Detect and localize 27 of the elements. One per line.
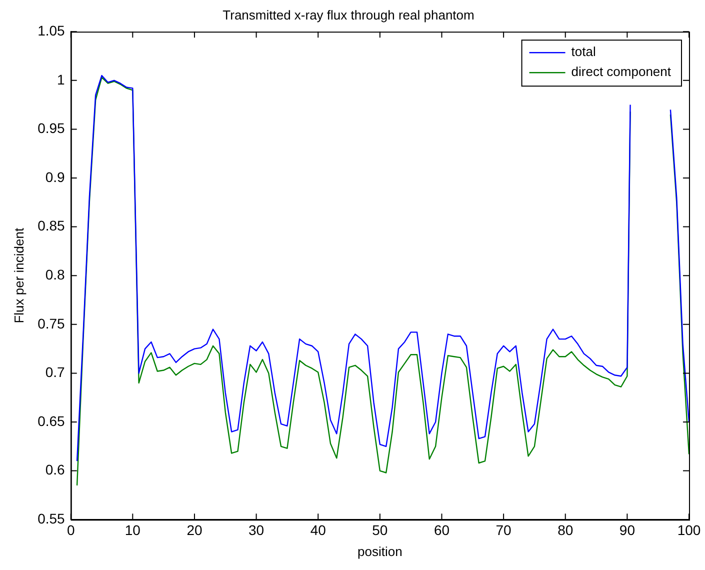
legend-label: total bbox=[571, 44, 596, 60]
y-tick-label: 0.8 bbox=[45, 266, 66, 282]
x-tick-label: 100 bbox=[677, 522, 701, 538]
y-tick-label: 0.7 bbox=[45, 364, 66, 380]
y-tick-label: 0.95 bbox=[38, 120, 66, 136]
y-tick-label: 0.9 bbox=[45, 168, 66, 185]
y-tick-label: 0.55 bbox=[38, 510, 66, 526]
legend-label: direct component bbox=[571, 64, 672, 80]
y-axis-title: Flux per incident bbox=[11, 228, 26, 324]
x-tick-label: 60 bbox=[434, 522, 450, 538]
y-tick-label: 0.6 bbox=[45, 462, 66, 478]
x-tick-label: 50 bbox=[372, 522, 388, 538]
y-tick-label: 0.85 bbox=[38, 218, 66, 234]
x-tick-label: 0 bbox=[66, 522, 75, 538]
y-tick-label: 0.65 bbox=[38, 412, 66, 429]
x-tick-label: 20 bbox=[186, 522, 202, 538]
y-tick-label: 1.05 bbox=[38, 22, 66, 38]
chart-title: Transmitted x-ray flux through real phantom bbox=[222, 7, 474, 22]
y-tick-label: 0.75 bbox=[38, 315, 66, 332]
x-axis-title: position bbox=[358, 544, 402, 559]
x-tick-label: 80 bbox=[558, 522, 574, 538]
x-tick-label: 70 bbox=[496, 522, 512, 538]
x-tick-label: 90 bbox=[619, 522, 636, 538]
y-tick-label: 1 bbox=[57, 71, 66, 88]
x-tick-label: 10 bbox=[124, 522, 141, 538]
x-tick-label: 40 bbox=[310, 522, 326, 538]
x-tick-label: 30 bbox=[248, 522, 264, 538]
